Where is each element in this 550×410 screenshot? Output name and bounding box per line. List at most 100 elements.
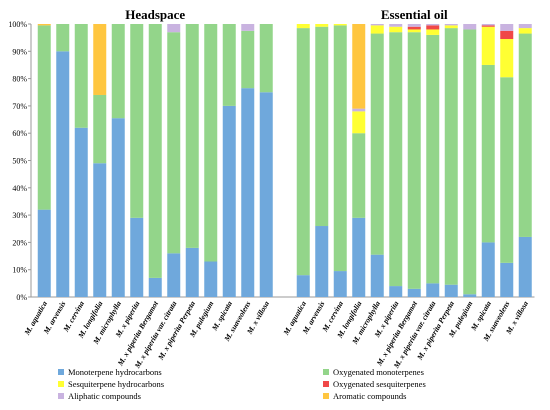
y-tick-label: 50%	[12, 157, 27, 166]
bar-segment-monoterpene-hydrocarbons	[167, 253, 181, 297]
legend-swatch-aliphatic-compounds	[58, 393, 64, 399]
bar-segment-sesquiterpene-hydrocarbons	[370, 25, 384, 34]
legend-swatch-oxygenated-sesquiterpenes	[323, 381, 329, 387]
legend-label: Monoterpene hydrocarbons	[68, 367, 162, 377]
bar-segment-aliphatic-compounds	[481, 24, 495, 26]
bar-segment-monoterpene-hydrocarbons	[37, 209, 51, 297]
bar-segment-monoterpene-hydrocarbons	[389, 286, 403, 297]
bar-segment-monoterpene-hydrocarbons	[444, 284, 458, 297]
bar-segment-oxygenated-monoterpenes	[111, 24, 125, 119]
bar-segment-oxygenated-monoterpenes	[426, 34, 440, 284]
y-tick-label: 10%	[12, 266, 27, 275]
bar-segment-monoterpene-hydrocarbons	[204, 261, 218, 297]
bar-segment-monoterpene-hydrocarbons	[481, 242, 495, 297]
bar-segment-aliphatic-compounds	[370, 24, 384, 26]
bar-segment-oxygenated-monoterpenes	[148, 24, 162, 278]
legend-swatch-aromatic-compounds	[323, 393, 329, 399]
bar-segment-aliphatic-compounds	[463, 24, 477, 30]
bar-segment-oxygenated-monoterpenes	[259, 24, 273, 93]
bar-segment-oxygenated-sesquiterpenes	[426, 25, 440, 30]
bar-segment-aliphatic-compounds	[389, 24, 403, 27]
panel-titles: Headspace Essential oil	[125, 7, 448, 22]
bar-segment-monoterpene-hydrocarbons	[463, 294, 477, 297]
bar-segment-sesquiterpene-hydrocarbons	[333, 24, 347, 26]
y-tick-label: 70%	[12, 102, 27, 111]
bar-segment-oxygenated-monoterpenes	[370, 33, 384, 255]
bar-segment-oxygenated-monoterpenes	[37, 25, 51, 210]
bar-segment-monoterpene-hydrocarbons	[241, 88, 255, 297]
bar-segment-oxygenated-monoterpenes	[74, 24, 88, 128]
bar-segment-monoterpene-hydrocarbons	[259, 92, 273, 297]
bar-segment-monoterpene-hydrocarbons	[518, 236, 532, 297]
bar-segment-monoterpene-hydrocarbons	[74, 127, 88, 298]
bar-segment-oxygenated-monoterpenes	[444, 28, 458, 285]
bar-segment-oxygenated-monoterpenes	[500, 77, 514, 263]
bar-segment-monoterpene-hydrocarbons	[296, 275, 310, 297]
legend-swatch-oxygenated-monoterpenes	[323, 369, 329, 375]
bar-segment-sesquiterpene-hydrocarbons	[444, 25, 458, 29]
bar-segment-sesquiterpene-hydrocarbons	[315, 24, 329, 27]
bar-segment-aromatic-compounds	[37, 24, 51, 26]
bar-segment-oxygenated-monoterpenes	[241, 30, 255, 89]
bar-segment-monoterpene-hydrocarbons	[222, 105, 236, 298]
bar-segment-sesquiterpene-hydrocarbons	[296, 24, 310, 29]
bar-segment-monoterpene-hydrocarbons	[500, 262, 514, 297]
bar-segment-aromatic-compounds	[352, 24, 366, 109]
panel-title: Essential oil	[381, 7, 448, 22]
bar-segment-monoterpene-hydrocarbons	[426, 283, 440, 297]
bar-segment-oxygenated-monoterpenes	[185, 24, 199, 248]
legend-label: Oxygenated monoterpenes	[333, 367, 424, 377]
bar-segment-sesquiterpene-hydrocarbons	[500, 39, 514, 78]
bar-segment-oxygenated-monoterpenes	[93, 94, 107, 164]
y-tick-label: 80%	[12, 75, 27, 84]
y-tick-label: 40%	[12, 184, 27, 193]
bar-segment-oxygenated-monoterpenes	[296, 28, 310, 276]
legend-label: Oxygenated sesquiterpenes	[333, 379, 426, 389]
bar-segment-monoterpene-hydrocarbons	[111, 118, 125, 297]
bars	[37, 24, 532, 298]
bar-segment-oxygenated-monoterpenes	[204, 24, 218, 262]
bar-segment-aliphatic-compounds	[500, 24, 514, 31]
bar-segment-oxygenated-monoterpenes	[481, 64, 495, 243]
bar-segment-aromatic-compounds	[93, 24, 107, 95]
bar-segment-oxygenated-monoterpenes	[222, 24, 236, 106]
y-tick-label: 20%	[12, 238, 27, 247]
bar-segment-aliphatic-compounds	[352, 108, 366, 112]
bar-segment-aliphatic-compounds	[407, 24, 421, 27]
bar-segment-sesquiterpene-hydrocarbons	[481, 26, 495, 65]
legend-swatch-sesquiterpene-hydrocarbons	[58, 381, 64, 387]
y-tick-label: 60%	[12, 129, 27, 138]
bar-segment-aliphatic-compounds	[167, 24, 181, 33]
bar-segment-oxygenated-sesquiterpenes	[481, 25, 495, 27]
bar-segment-monoterpene-hydrocarbons	[407, 288, 421, 297]
bar-segment-monoterpene-hydrocarbons	[93, 163, 107, 297]
bar-segment-oxygenated-monoterpenes	[130, 24, 144, 218]
bar-segment-monoterpene-hydrocarbons	[315, 226, 329, 297]
y-tick-label: 100%	[8, 20, 27, 29]
bar-segment-oxygenated-monoterpenes	[407, 32, 421, 289]
bar-segment-oxygenated-monoterpenes	[352, 133, 366, 218]
bar-segment-sesquiterpene-hydrocarbons	[352, 111, 366, 134]
bar-segment-aliphatic-compounds	[241, 24, 255, 31]
legend-label: Aliphatic compounds	[68, 391, 141, 401]
bar-segment-monoterpene-hydrocarbons	[333, 271, 347, 297]
bar-segment-oxygenated-sesquiterpenes	[407, 26, 421, 30]
bar-segment-aliphatic-compounds	[426, 24, 440, 26]
bar-segment-sesquiterpene-hydrocarbons	[389, 26, 403, 33]
bar-segment-oxygenated-monoterpenes	[167, 32, 181, 254]
bar-segment-monoterpene-hydrocarbons	[185, 247, 199, 297]
bar-segment-sesquiterpene-hydrocarbons	[426, 29, 440, 35]
bar-segment-oxygenated-monoterpenes	[463, 29, 477, 295]
bar-segment-oxygenated-monoterpenes	[56, 24, 70, 52]
bar-segment-monoterpene-hydrocarbons	[130, 217, 144, 297]
bar-segment-oxygenated-monoterpenes	[389, 32, 403, 287]
legend-swatch-monoterpene-hydrocarbons	[58, 369, 64, 375]
bar-segment-sesquiterpene-hydrocarbons	[518, 28, 532, 34]
bar-segment-oxygenated-monoterpenes	[315, 26, 329, 227]
legend-label: Sesquiterpene hydrocarbons	[68, 379, 164, 389]
bar-segment-monoterpene-hydrocarbons	[148, 277, 162, 297]
y-tick-label: 0%	[16, 293, 27, 302]
bar-segment-oxygenated-monoterpenes	[518, 33, 532, 237]
